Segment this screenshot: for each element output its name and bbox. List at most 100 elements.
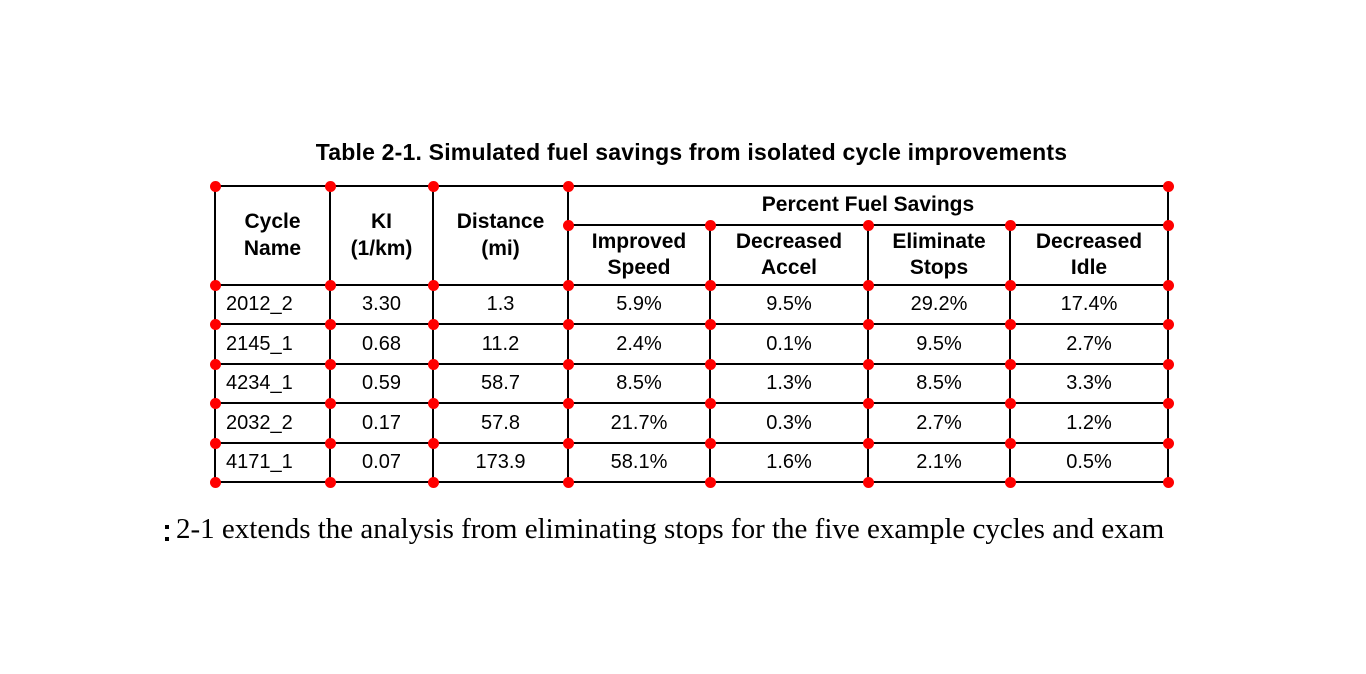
data-cell: 0.1% — [766, 332, 812, 355]
data-cell: 8.5% — [616, 372, 662, 394]
data-cell: 173.9 — [475, 451, 526, 473]
grid-line-vertical — [567, 185, 569, 483]
red-dot-marker — [1162, 437, 1174, 449]
header-cell: KI (1/km) — [350, 210, 413, 260]
red-dot-marker — [562, 397, 574, 409]
data-cell: 0.07 — [362, 451, 401, 473]
red-dot-marker — [209, 279, 221, 291]
red-dot-marker — [209, 358, 221, 370]
grid-line-horizontal — [214, 185, 1169, 187]
red-dot-marker — [1162, 476, 1174, 488]
data-cell: 1.3% — [766, 372, 812, 394]
red-dot-marker — [324, 437, 336, 449]
red-dot-marker — [427, 437, 439, 449]
red-dot-marker — [862, 437, 874, 449]
red-dot-marker — [862, 318, 874, 330]
data-cell: 29.2% — [910, 293, 968, 315]
red-dot-marker — [324, 476, 336, 488]
grid-line-horizontal — [214, 284, 1169, 286]
grid-line-horizontal — [214, 442, 1169, 444]
red-dot-marker — [704, 476, 716, 488]
data-cell: 21.7% — [610, 411, 668, 434]
red-dot-marker — [209, 476, 221, 488]
red-dot-marker — [562, 437, 574, 449]
red-dot-marker — [704, 397, 716, 409]
grid-line-vertical — [709, 224, 711, 483]
red-dot-marker — [1162, 279, 1174, 291]
red-dot-marker — [209, 397, 221, 409]
red-dot-marker — [324, 279, 336, 291]
red-dot-marker — [1004, 318, 1016, 330]
data-cell: 0.3% — [766, 411, 812, 434]
red-dot-marker — [704, 279, 716, 291]
data-cell: 4234_1 — [226, 372, 293, 394]
red-dot-marker — [562, 318, 574, 330]
header-cell: Eliminate Stops — [892, 229, 986, 279]
grid-line-vertical — [432, 185, 434, 483]
data-cell: 9.5% — [916, 332, 962, 355]
data-cell: 57.8 — [481, 411, 520, 434]
red-dot-marker — [427, 358, 439, 370]
data-cell: 58.7 — [481, 372, 520, 394]
red-dot-marker — [704, 318, 716, 330]
data-cell: 2.4% — [616, 332, 662, 355]
grid-line-vertical — [329, 185, 331, 483]
data-cell: 2012_2 — [226, 293, 293, 315]
red-dot-marker — [562, 358, 574, 370]
header-cell: Distance (mi) — [456, 210, 545, 260]
table-caption: Table 2-1. Simulated fuel savings from i… — [315, 139, 1068, 165]
data-cell: 2.7% — [916, 411, 962, 434]
red-dot-marker — [209, 437, 221, 449]
red-dot-marker — [704, 358, 716, 370]
red-dot-marker — [862, 476, 874, 488]
red-dot-marker — [427, 397, 439, 409]
data-cell: 2145_1 — [226, 332, 293, 355]
red-dot-marker — [562, 219, 574, 231]
data-cell: 5.9% — [616, 293, 662, 315]
red-dot-marker — [704, 219, 716, 231]
grid-line-vertical — [1009, 224, 1011, 483]
header-cell: Decreased Accel — [735, 229, 843, 279]
data-cell: 1.2% — [1066, 411, 1112, 434]
red-dot-marker — [324, 397, 336, 409]
data-cell: 1.6% — [766, 451, 812, 473]
data-cell: 0.5% — [1066, 451, 1112, 473]
header-cell: Improved Speed — [591, 229, 687, 279]
red-dot-marker — [427, 476, 439, 488]
red-dot-marker — [1162, 318, 1174, 330]
red-dot-marker — [427, 279, 439, 291]
header-cell: Decreased Idle — [1035, 229, 1143, 279]
data-cell: 3.30 — [362, 293, 401, 315]
data-cell: 8.5% — [916, 372, 962, 394]
red-dot-marker — [1004, 397, 1016, 409]
grid-line-horizontal — [214, 323, 1169, 325]
data-cell: 4171_1 — [226, 451, 293, 473]
data-cell: 1.3 — [486, 293, 515, 315]
data-cell: 2.7% — [1066, 332, 1112, 355]
red-dot-marker — [324, 358, 336, 370]
grid-line-horizontal — [214, 363, 1169, 365]
data-cell: 0.59 — [362, 372, 401, 394]
data-cell: 58.1% — [610, 451, 668, 473]
red-dot-marker — [1004, 358, 1016, 370]
body-text: 2-1 extends the analysis from eliminatin… — [176, 513, 1165, 545]
red-dot-marker — [1162, 358, 1174, 370]
red-dot-marker — [862, 397, 874, 409]
data-cell: 2.1% — [916, 451, 962, 473]
red-dot-marker — [1004, 279, 1016, 291]
header-cell: Cycle Name — [243, 210, 302, 260]
red-dot-marker — [324, 180, 336, 192]
red-dot-marker — [427, 180, 439, 192]
red-dot-marker — [209, 318, 221, 330]
data-cell: 0.17 — [362, 411, 401, 434]
red-dot-marker — [1004, 476, 1016, 488]
data-cell: 3.3% — [1066, 372, 1112, 394]
red-dot-marker — [562, 180, 574, 192]
red-dot-marker — [562, 476, 574, 488]
data-cell: 0.68 — [362, 332, 401, 355]
data-cell: 11.2 — [481, 332, 520, 355]
red-dot-marker — [862, 279, 874, 291]
red-dot-marker — [1162, 180, 1174, 192]
red-dot-marker — [324, 318, 336, 330]
